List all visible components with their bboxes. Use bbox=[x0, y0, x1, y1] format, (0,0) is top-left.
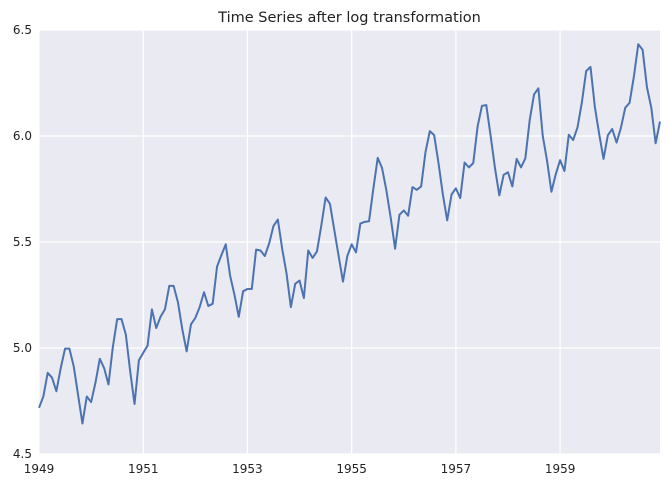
x-tick-label: 1949 bbox=[24, 462, 55, 476]
y-tick-label: 4.5 bbox=[13, 447, 32, 461]
x-tick-labels: 1949 1951 1953 1955 1957 1959 bbox=[24, 462, 576, 476]
y-tick-label: 6.5 bbox=[13, 23, 32, 37]
y-tick-label: 6.0 bbox=[13, 129, 32, 143]
y-tick-label: 5.0 bbox=[13, 341, 32, 355]
x-gridlines bbox=[38, 30, 561, 454]
x-tick-label: 1959 bbox=[545, 462, 576, 476]
x-tick-label: 1953 bbox=[232, 462, 263, 476]
x-tick-label: 1951 bbox=[128, 462, 159, 476]
chart-title: Time Series after log transformation bbox=[217, 10, 481, 26]
x-tick-label: 1957 bbox=[441, 462, 472, 476]
series-line bbox=[38, 43, 661, 425]
x-tick-label: 1955 bbox=[336, 462, 367, 476]
y-tick-label: 5.5 bbox=[13, 235, 32, 249]
y-gridlines bbox=[39, 29, 660, 455]
y-tick-labels: 4.5 5.0 5.5 6.0 6.5 bbox=[13, 23, 32, 461]
